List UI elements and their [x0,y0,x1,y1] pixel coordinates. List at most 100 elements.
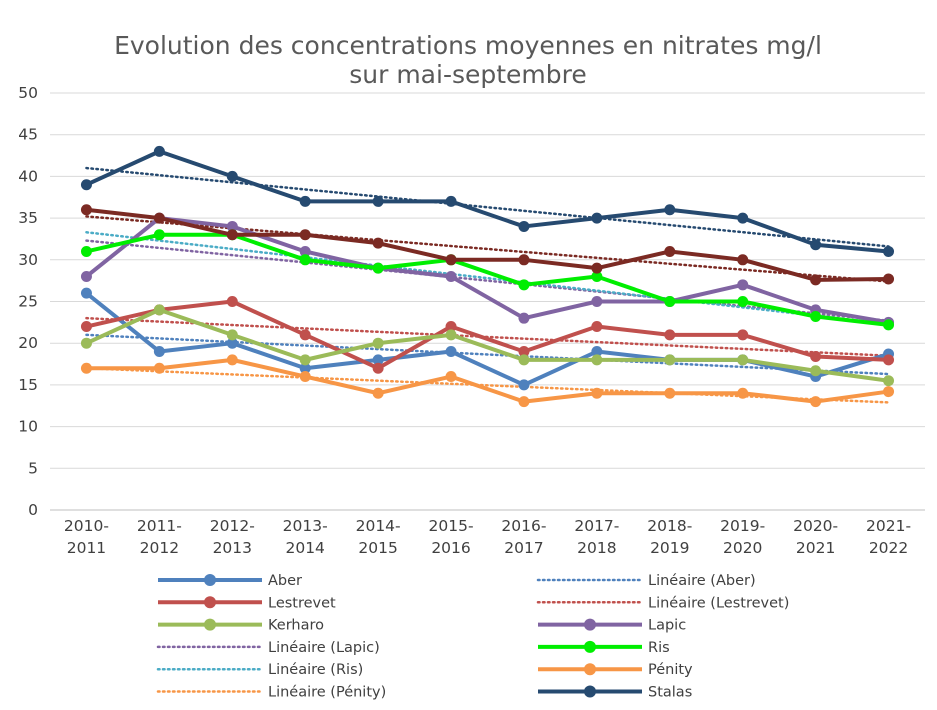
x-tick-label-line-1: 2010- [64,517,109,535]
legend-swatch-marker [584,663,596,676]
data-point [518,379,530,391]
data-point [883,245,895,257]
data-point [737,254,749,266]
x-axis-ticks: 2010- 2011 2011- 2012 2012- 2013 2013- 2014 2014… [64,517,911,557]
legend-label: Linéaire (Lapic) [268,640,380,656]
data-point [226,229,238,241]
x-tick-label-line-1: 2011- [137,517,182,535]
data-point [299,229,311,241]
data-point [518,254,530,266]
y-tick-label: 0 [28,501,38,519]
data-point [737,354,749,366]
data-point [372,262,384,274]
data-point [737,296,749,307]
data-point [810,239,822,251]
legend-swatch-marker [204,574,216,586]
data-point [299,245,311,257]
legend-label: Ris [648,640,670,656]
y-tick-label: 30 [18,251,38,269]
data-point [591,387,603,399]
gridlines [50,92,925,511]
x-tick-label-line-1: 2012- [210,517,255,535]
data-point [664,296,676,307]
trendline [85,239,890,322]
x-tick-label-line-1: 2014- [356,517,401,535]
data-point [664,387,676,399]
data-point [518,312,530,324]
data-point [153,346,165,358]
data-point [80,204,92,216]
data-point [810,351,822,363]
data-point [372,195,384,207]
data-point [445,329,457,341]
y-tick-label: 15 [18,376,38,394]
data-point [518,220,530,232]
data-point [153,362,165,374]
data-point [226,170,238,182]
y-tick-label: 50 [18,84,38,102]
data-point [372,337,384,349]
legend-label: Linéaire (Aber) [648,573,756,589]
data-point [445,195,457,207]
y-tick-label: 5 [28,459,38,477]
series-line [86,232,889,327]
series-line [85,149,889,254]
data-point [80,245,92,257]
x-tick-label-line-1: 2017- [574,517,619,535]
data-point [80,287,92,299]
data-point [153,212,165,224]
data-point [591,270,603,282]
legend-label: Linéaire (Lestrevet) [648,595,789,611]
data-point [80,270,92,282]
data-point [591,321,603,333]
data-point [299,329,311,341]
series-line [86,207,889,282]
x-tick-label-line-2: 2018 [577,539,616,557]
x-tick-label-line-2: 2011 [67,539,106,557]
x-tick-label-line-2: 2012 [140,539,179,557]
data-point [591,262,603,274]
legend-swatch-marker [584,618,596,631]
data-point [810,365,822,377]
data-point [737,279,749,291]
data-point [737,329,749,341]
y-tick-label: 40 [18,167,38,185]
x-tick-label-line-1: 2019- [720,517,765,535]
series-line [85,216,889,325]
legend-swatch-marker [584,640,596,653]
data-point [372,387,384,399]
data-point [80,337,92,349]
data-point [153,304,165,316]
data-point [883,273,895,285]
legend-label: Lestrevet [268,595,336,611]
data-point [737,212,749,224]
data-point [810,396,822,408]
series-line [86,357,889,404]
data-point [226,337,238,349]
legend-label: Lapic [648,618,686,634]
data-point [226,296,238,307]
data-point [299,254,311,266]
data-point [591,354,603,366]
trendline [85,231,890,326]
chart-title-line-2: sur mai-septembre [349,60,587,89]
y-tick-label: 35 [18,209,38,227]
data-point [226,220,238,232]
data-point [883,319,895,331]
data-point [810,274,822,286]
legend-swatch-marker [204,596,216,609]
trendline [85,333,890,376]
series-lines [80,145,895,408]
legend-label: Pénity [648,662,693,678]
data-point [518,279,530,291]
series-line [85,307,889,383]
y-tick-label: 25 [18,293,38,311]
y-tick-label: 10 [18,418,38,436]
data-point [153,145,165,157]
data-point [372,237,384,249]
data-point [664,245,676,257]
chart-title-line-1: Evolution des concentrations moyennes en… [114,31,822,60]
data-point [226,329,238,341]
data-point [445,321,457,333]
